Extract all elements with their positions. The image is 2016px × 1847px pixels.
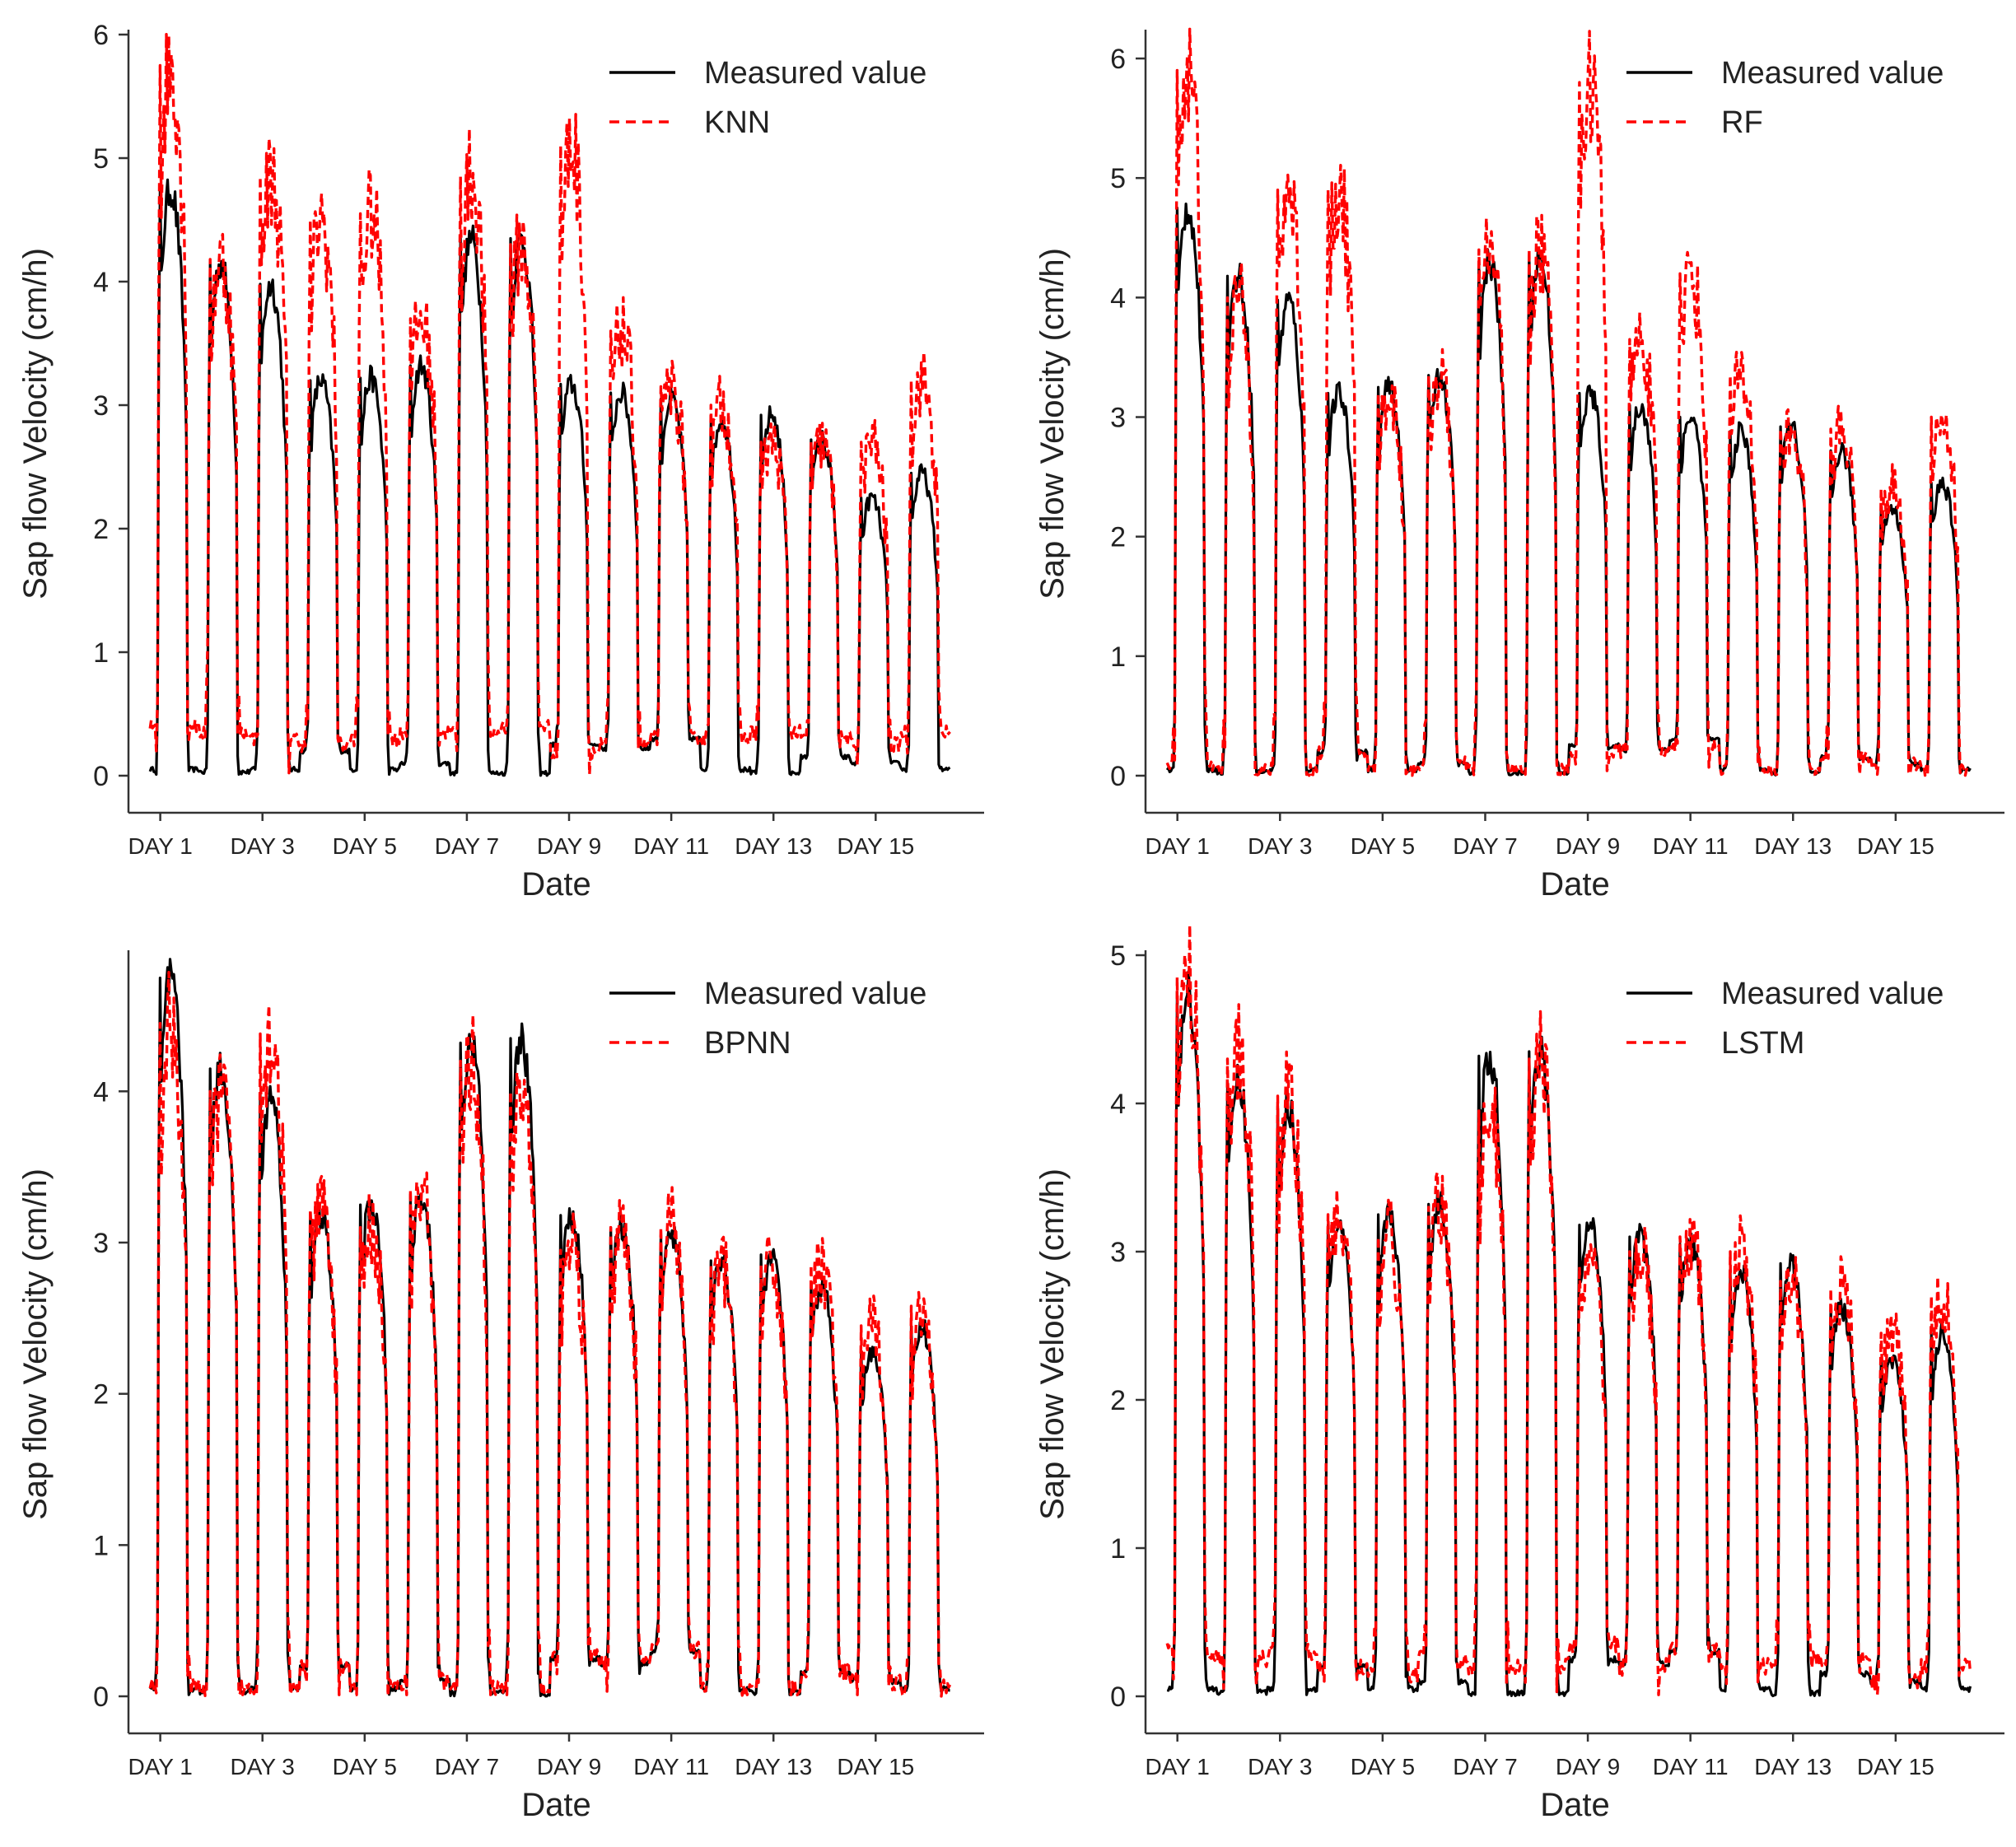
- y-tick-label: 4: [93, 1076, 109, 1108]
- series-line-knn: [148, 33, 951, 777]
- legend-label: Measured value: [1721, 56, 1944, 91]
- x-tick-label: DAY 13: [1754, 833, 1832, 859]
- y-axis-label: Sap flow Velocity (cm/h): [1034, 1168, 1071, 1520]
- y-tick-label: 2: [1110, 1385, 1126, 1416]
- y-tick-label: 4: [1110, 1089, 1126, 1120]
- chart-panel-3: 0 1 2 3 4 DAY 1 DAY 3 DAY 5 DAY 7 DAY 9 DAY 11 DAY …: [17, 950, 984, 1823]
- x-tick-label: DAY 1: [128, 833, 192, 859]
- x-tick-label: DAY 11: [633, 1754, 709, 1779]
- x-tick-label: DAY 5: [333, 1754, 397, 1779]
- y-tick-label: 2: [93, 514, 109, 545]
- y-axis-label: Sap flow Velocity (cm/h): [17, 248, 54, 599]
- y-tick-label: 1: [93, 637, 109, 669]
- y-tick-label: 1: [93, 1530, 109, 1561]
- x-tick-label: DAY 1: [128, 1754, 192, 1779]
- x-tick-label: DAY 3: [1248, 833, 1312, 859]
- x-tick-label: DAY 5: [333, 833, 397, 859]
- y-tick-label: 2: [93, 1379, 109, 1411]
- x-tick-label: DAY 3: [231, 1754, 295, 1779]
- x-axis-label: Date: [521, 866, 591, 903]
- legend-label: BPNN: [704, 1026, 791, 1061]
- legend-label: Measured value: [1721, 977, 1944, 1011]
- y-tick-label: 2: [1110, 522, 1126, 553]
- x-tick-label: DAY 9: [537, 1754, 601, 1779]
- y-tick-label: 5: [1110, 940, 1126, 972]
- x-tick-label: DAY 11: [1653, 1754, 1729, 1779]
- y-tick-label: 4: [93, 267, 109, 298]
- x-tick-label: DAY 11: [1653, 833, 1729, 859]
- x-tick-label: DAY 9: [1556, 833, 1620, 859]
- x-tick-label: DAY 15: [1857, 833, 1934, 859]
- legend-label: LSTM: [1721, 1026, 1804, 1061]
- series-line-lstm: [1165, 923, 1972, 1696]
- x-tick-label: DAY 5: [1351, 833, 1415, 859]
- x-axis-label: Date: [521, 1787, 591, 1823]
- x-tick-label: DAY 15: [837, 1754, 914, 1779]
- legend-label: RF: [1721, 105, 1763, 140]
- y-tick-label: 1: [1110, 1533, 1126, 1565]
- x-tick-label: DAY 3: [1248, 1754, 1312, 1779]
- x-tick-label: DAY 13: [735, 833, 812, 859]
- x-tick-label: DAY 11: [633, 833, 709, 859]
- y-tick-label: 6: [1110, 44, 1126, 75]
- series-line-measured-value: [148, 178, 951, 777]
- y-tick-label: 1: [1110, 641, 1126, 673]
- series-line-measured-value: [1165, 203, 1972, 777]
- x-tick-label: DAY 7: [435, 1754, 499, 1779]
- x-axis-label: Date: [1540, 1787, 1610, 1823]
- x-tick-label: DAY 7: [435, 833, 499, 859]
- y-tick-label: 0: [93, 1681, 109, 1713]
- series-line-bpnn: [148, 970, 952, 1698]
- x-tick-label: DAY 1: [1146, 833, 1210, 859]
- y-tick-label: 0: [1110, 761, 1126, 792]
- x-tick-label: DAY 7: [1453, 1754, 1517, 1779]
- y-tick-label: 5: [93, 143, 109, 175]
- y-tick-label: 6: [93, 20, 109, 51]
- y-axis-label: Sap flow Velocity (cm/h): [1034, 248, 1071, 599]
- x-tick-label: DAY 13: [735, 1754, 812, 1779]
- x-tick-label: DAY 5: [1351, 1754, 1415, 1779]
- series-line-rf: [1165, 27, 1972, 777]
- chart-panel-2: 0 1 2 3 4 5 6 DAY 1 DAY 3 DAY 5 DAY 7 DAY 9 DAY 11 DA…: [1034, 27, 2004, 903]
- legend-label: Measured value: [704, 977, 926, 1011]
- x-tick-label: DAY 1: [1146, 1754, 1210, 1779]
- x-tick-label: DAY 3: [231, 833, 295, 859]
- y-tick-label: 4: [1110, 282, 1126, 314]
- y-tick-label: 0: [93, 761, 109, 792]
- x-axis-label: Date: [1540, 866, 1610, 903]
- y-axis-label: Sap flow Velocity (cm/h): [17, 1168, 54, 1520]
- x-tick-label: DAY 9: [1556, 1754, 1620, 1779]
- y-tick-label: 5: [1110, 163, 1126, 194]
- y-tick-label: 3: [93, 1228, 109, 1259]
- y-tick-label: 3: [93, 390, 109, 422]
- legend-label: KNN: [704, 105, 770, 140]
- chart-panel-1: 0 1 2 3 4 5 6 DAY 1 DAY 3 DAY 5 DAY 7 DAY 9 DAY 11 DA…: [17, 20, 984, 903]
- x-tick-label: DAY 15: [837, 833, 914, 859]
- x-tick-label: DAY 7: [1453, 833, 1517, 859]
- x-tick-label: DAY 15: [1857, 1754, 1934, 1779]
- chart-panel-4: 0 1 2 3 4 5 DAY 1 DAY 3 DAY 5 DAY 7 DAY 9 DAY 11 DAY…: [1034, 923, 2004, 1823]
- y-tick-label: 3: [1110, 403, 1126, 434]
- x-tick-label: DAY 9: [537, 833, 601, 859]
- y-tick-label: 3: [1110, 1237, 1126, 1268]
- y-tick-label: 0: [1110, 1681, 1126, 1713]
- legend-label: Measured value: [704, 56, 926, 91]
- x-tick-label: DAY 13: [1754, 1754, 1832, 1779]
